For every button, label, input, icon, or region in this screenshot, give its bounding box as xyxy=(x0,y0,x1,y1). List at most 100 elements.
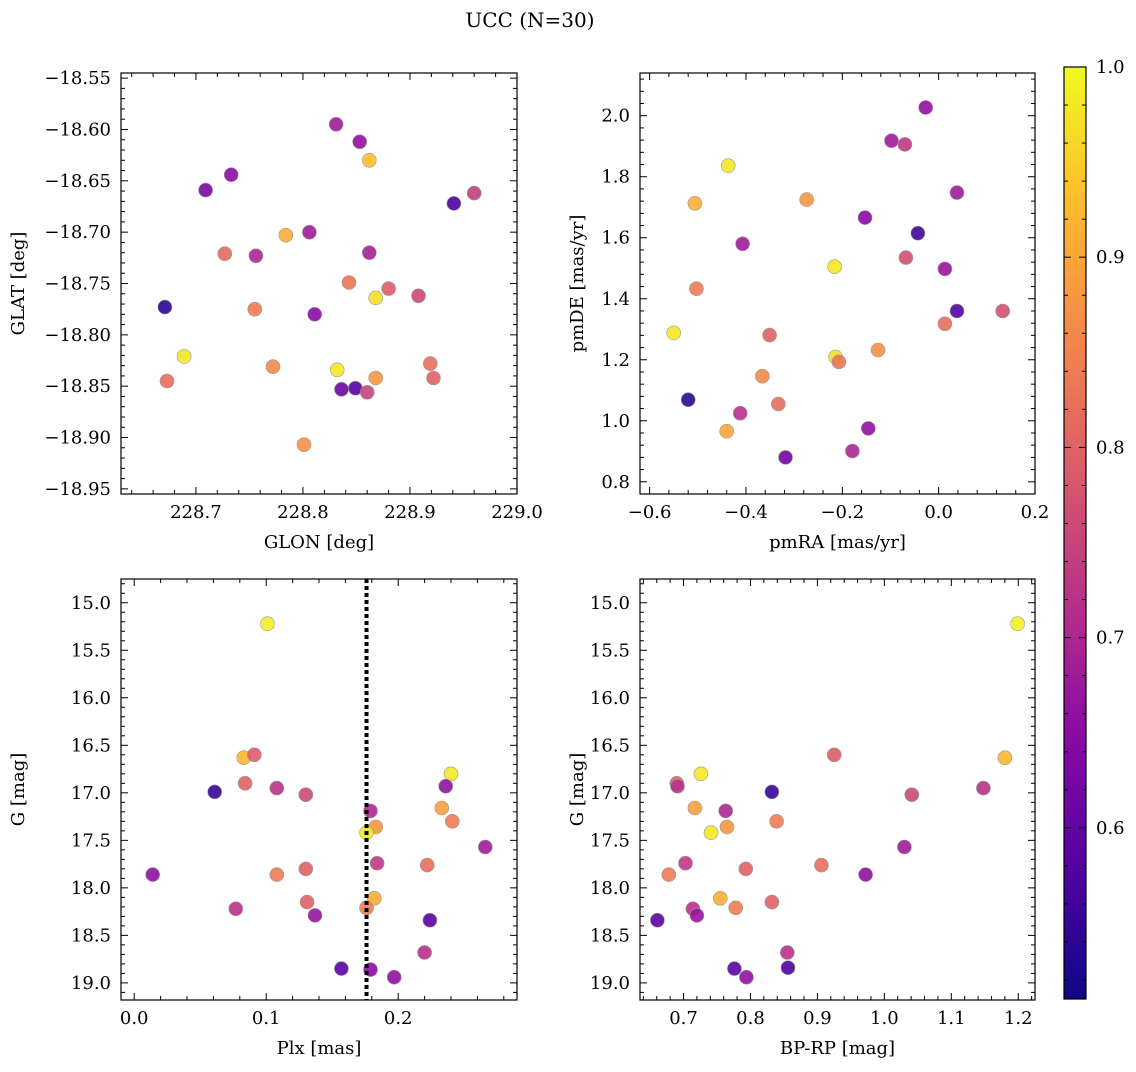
y-tick-label: 17.0 xyxy=(590,783,630,804)
data-point xyxy=(247,747,262,763)
data-point xyxy=(302,224,317,240)
panel-glon-glat: 228.7 228.8 228.9 229.0 −18.55 −18.60 −18.65 −1… xyxy=(8,68,543,553)
y-tick-label: 0.8 xyxy=(601,472,630,493)
data-point xyxy=(369,855,385,871)
data-point xyxy=(228,901,244,917)
x-tick-label: 228.8 xyxy=(277,502,329,523)
data-point xyxy=(367,890,382,906)
y-axis-label: GLAT [deg] xyxy=(8,232,29,336)
data-point xyxy=(334,381,349,397)
y-tick-label: 15.5 xyxy=(590,640,630,661)
data-point xyxy=(678,855,693,871)
y-tick-label: 16.5 xyxy=(590,735,630,756)
colorbar-tick-label: 0.8 xyxy=(1096,437,1125,458)
data-point xyxy=(368,370,384,386)
data-point xyxy=(296,437,312,453)
data-point xyxy=(732,405,748,421)
data-point xyxy=(778,450,793,465)
y-axis-label: pmDE [mas/yr] xyxy=(567,215,588,353)
y-tick-label: 15.0 xyxy=(590,593,630,614)
y-tick-label: −18.85 xyxy=(44,376,111,397)
data-point xyxy=(799,192,815,207)
data-point xyxy=(735,236,750,252)
data-point xyxy=(755,368,770,384)
data-point xyxy=(269,780,285,796)
data-point xyxy=(248,248,264,264)
colorbar-tick-label: 0.9 xyxy=(1096,247,1125,268)
y-tick-label: −18.95 xyxy=(44,479,111,500)
colorbar-ticks xyxy=(1064,66,1086,981)
data-point xyxy=(897,839,912,855)
data-point xyxy=(329,362,345,378)
scatter-points xyxy=(650,616,1025,985)
data-point xyxy=(739,969,754,985)
x-tick-label: 0.1 xyxy=(252,1008,281,1029)
data-point xyxy=(381,281,396,296)
x-tick-label: 228.9 xyxy=(384,502,436,523)
data-point xyxy=(689,908,705,923)
panel-bprp-g: 0.7 0.8 0.9 1.0 1.1 1.2 15.0 15.5 16.0 16.5 17.0 17… xyxy=(567,578,1036,1059)
data-point xyxy=(265,359,281,375)
y-tick-label: 1.0 xyxy=(601,411,630,432)
data-point xyxy=(419,857,435,873)
data-point xyxy=(307,908,323,923)
data-point xyxy=(328,117,344,132)
data-point xyxy=(827,259,842,275)
data-point xyxy=(650,912,665,928)
data-point xyxy=(826,747,842,763)
data-point xyxy=(417,945,432,960)
data-point xyxy=(937,316,953,332)
x-tick-label: 0.2 xyxy=(384,1008,413,1029)
y-tick-label: −18.75 xyxy=(44,274,111,295)
data-point xyxy=(703,825,719,841)
data-point xyxy=(687,196,703,211)
x-tick-label: 1.2 xyxy=(1004,1008,1033,1029)
x-tick-label: 229.0 xyxy=(491,502,543,523)
data-point xyxy=(997,750,1013,766)
ticks xyxy=(121,73,518,494)
y-tick-label: −18.65 xyxy=(44,171,111,192)
x-tick-label: 228.7 xyxy=(170,502,222,523)
y-tick-label: 18.5 xyxy=(590,925,630,946)
y-tick-label: 1.8 xyxy=(601,167,630,188)
data-point xyxy=(687,800,703,816)
data-point xyxy=(738,861,754,877)
data-point xyxy=(176,349,192,364)
y-tick-label: 16.0 xyxy=(71,688,111,709)
x-axis-label: Plx [mas] xyxy=(277,1038,362,1059)
data-point xyxy=(299,894,315,910)
y-axis-label: G [mag] xyxy=(567,753,588,826)
panels: 228.7 228.8 228.9 229.0 −18.55 −18.60 −18.65 −1… xyxy=(8,68,1049,1059)
data-point xyxy=(368,290,384,306)
data-point xyxy=(223,167,239,182)
data-point xyxy=(237,775,253,791)
data-point xyxy=(897,137,913,152)
y-tick-label: −18.55 xyxy=(44,68,111,89)
data-point xyxy=(359,384,375,400)
data-point xyxy=(719,819,735,835)
data-point xyxy=(159,373,175,389)
data-point xyxy=(361,245,377,260)
y-tick-label: 16.0 xyxy=(590,688,630,709)
x-tick-label: 0.2 xyxy=(1021,502,1050,523)
data-point xyxy=(728,900,744,916)
y-tick-label: 19.0 xyxy=(590,973,630,994)
data-point xyxy=(727,961,742,976)
data-point xyxy=(884,133,899,148)
y-tick-label: −18.60 xyxy=(44,119,111,140)
data-point xyxy=(157,299,173,315)
data-point xyxy=(298,787,314,803)
figure-title: UCC (N=30) xyxy=(465,8,594,32)
y-tick-label: 1.2 xyxy=(601,350,630,371)
data-point xyxy=(898,250,914,265)
data-point xyxy=(444,813,460,829)
y-tick-label: 17.5 xyxy=(71,830,111,851)
data-point xyxy=(666,325,682,341)
colorbar-tick-label: 1.0 xyxy=(1096,57,1125,78)
data-point xyxy=(995,303,1011,319)
data-point xyxy=(661,867,677,882)
colorbar-tick-label: 0.7 xyxy=(1096,628,1125,649)
panel-plx-g: 0.0 0.1 0.2 15.0 15.5 16.0 16.5 17.0 17.5 18.0 18.… xyxy=(8,578,518,1059)
axes-frame xyxy=(120,72,518,495)
